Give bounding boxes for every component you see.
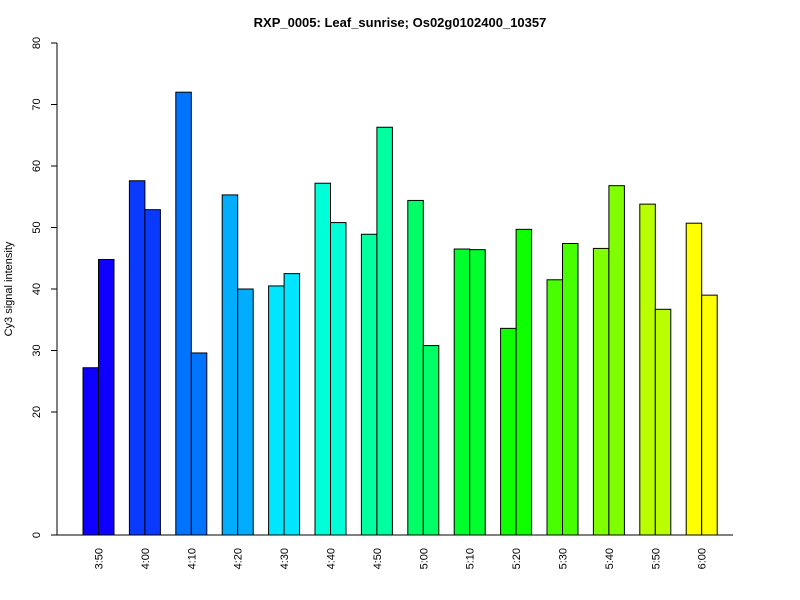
y-axis-label: Cy3 signal intensity — [3, 241, 15, 336]
bar-500-1 — [407, 199, 424, 536]
y-tick-label: 40 — [31, 283, 43, 295]
bar-550-1 — [639, 203, 656, 536]
bar-430-2 — [283, 273, 301, 536]
bar-440-1 — [314, 182, 331, 536]
bar-420-2 — [237, 288, 254, 536]
x-tick-label: 4:20 — [233, 548, 245, 569]
y-tick-label: 20 — [31, 406, 43, 418]
x-tick-label: 3:50 — [94, 548, 106, 569]
bar-350-2 — [98, 258, 115, 536]
bar-520-1 — [500, 327, 517, 536]
bar-450-2 — [376, 126, 393, 536]
bar-410-2 — [190, 352, 208, 536]
x-tick-label: 5:30 — [558, 548, 570, 569]
bar-510-1 — [453, 248, 471, 536]
bar-600-2 — [701, 294, 718, 536]
x-axis-tick-labels: 3:50 4:00 4:10 4:20 4:30 4:40 4:50 5:00 5:10 5:20… — [94, 548, 709, 569]
bar-420-1 — [221, 194, 239, 536]
x-tick-label: 4:00 — [140, 548, 152, 569]
bar-530-2 — [562, 242, 579, 536]
x-tick-label: 5:50 — [650, 548, 662, 569]
bar-450-1 — [360, 233, 378, 536]
bar-520-2 — [515, 228, 533, 536]
bar-500-2 — [422, 345, 440, 536]
x-tick-label: 4:10 — [186, 548, 198, 569]
bar-410-1 — [175, 91, 192, 536]
x-tick-label: 4:40 — [326, 548, 338, 569]
bar-530-1 — [546, 279, 563, 536]
bar-400-2 — [144, 209, 161, 536]
bars — [82, 91, 718, 536]
x-tick-label: 6:00 — [697, 548, 709, 569]
y-tick-label: 0 — [31, 532, 43, 538]
y-tick-label: 80 — [31, 37, 43, 49]
chart-title: RXP_0005: Leaf_sunrise; Os02g0102400_103… — [254, 15, 547, 30]
x-tick-label: 5:10 — [465, 548, 477, 569]
x-tick-label: 5:20 — [511, 548, 523, 569]
x-tick-label: 5:40 — [604, 548, 616, 569]
bar-440-2 — [330, 222, 347, 536]
bar-510-2 — [469, 249, 486, 536]
bar-350-1 — [82, 367, 99, 536]
x-tick-label: 4:30 — [279, 548, 291, 569]
bar-540-2 — [608, 185, 625, 536]
x-tick-label: 4:50 — [372, 548, 384, 569]
bar-600-1 — [685, 222, 703, 536]
bar-400-1 — [128, 180, 146, 536]
bar-550-2 — [654, 308, 672, 536]
bar-430-1 — [268, 285, 285, 536]
y-tick-label: 70 — [31, 98, 43, 110]
x-tick-label: 5:00 — [418, 548, 430, 569]
y-tick-label: 30 — [31, 344, 43, 356]
y-tick-label: 50 — [31, 221, 43, 233]
y-axis-ticks: 0 20 30 40 50 60 70 80 — [31, 37, 57, 538]
bar-540-1 — [592, 247, 610, 536]
y-tick-label: 60 — [31, 160, 43, 172]
